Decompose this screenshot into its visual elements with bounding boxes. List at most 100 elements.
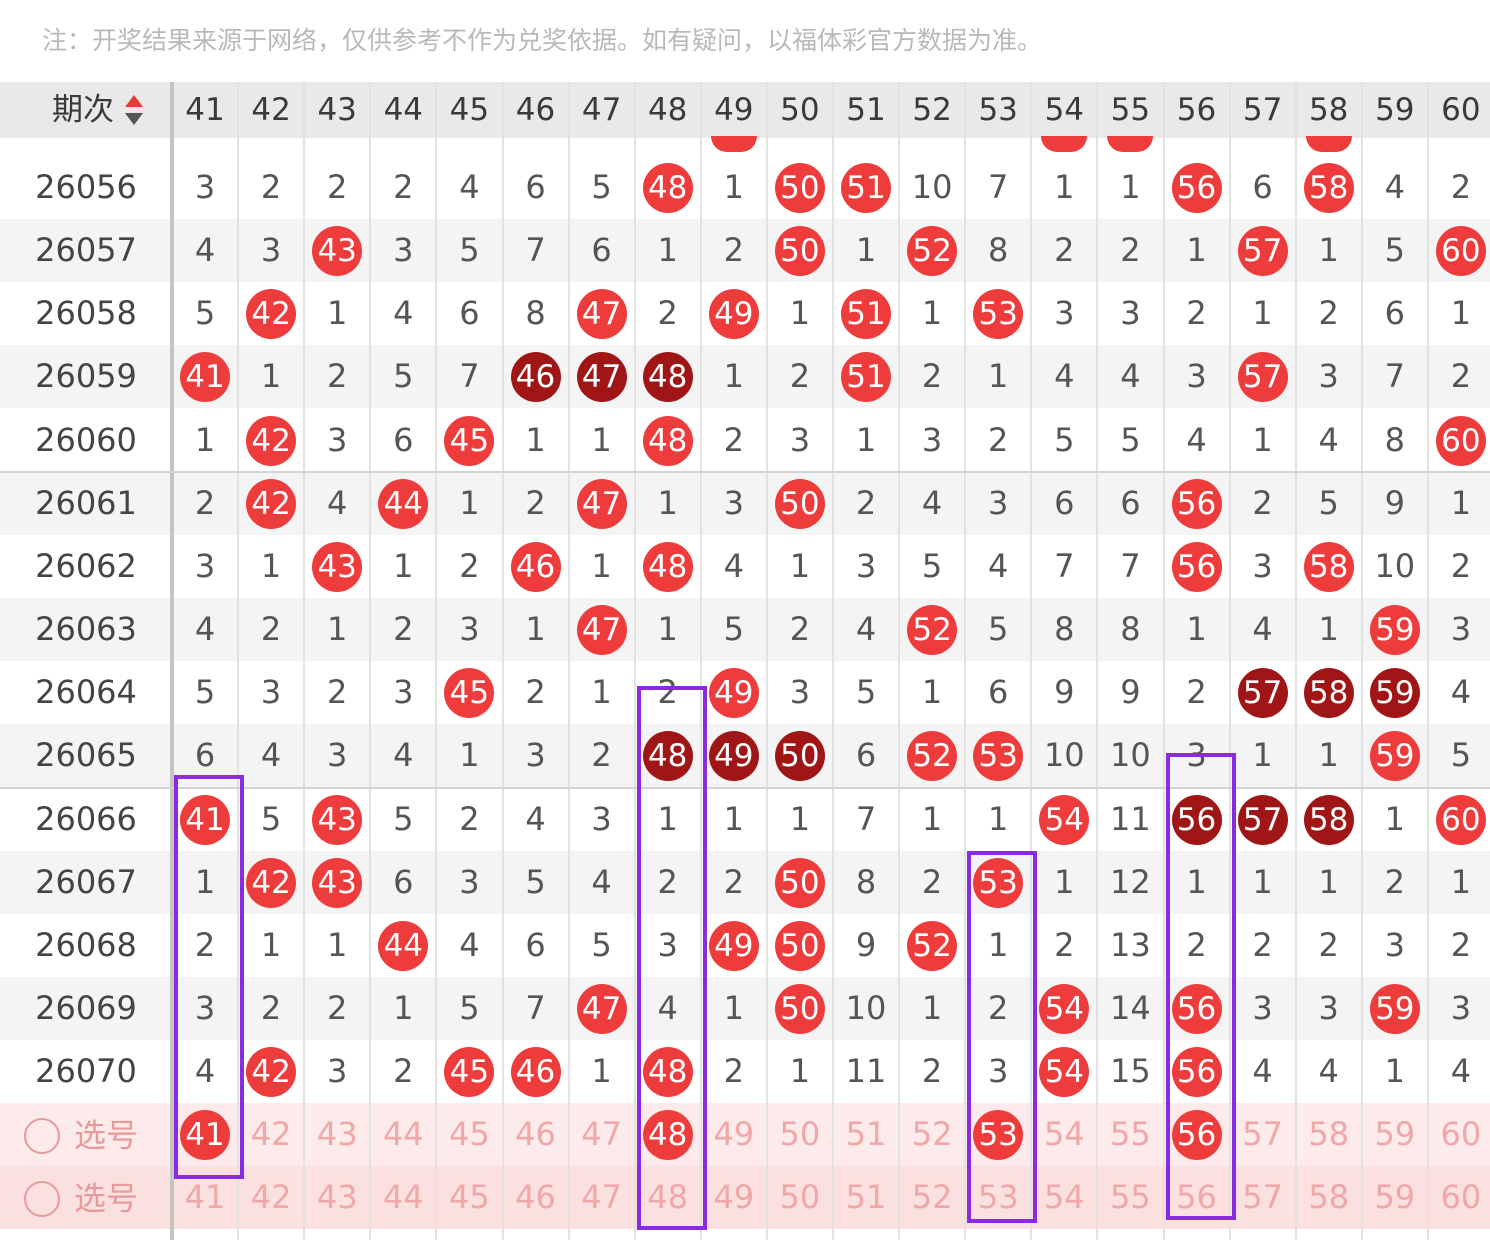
pick-number-cell[interactable]: 55: [1110, 1115, 1151, 1154]
drawn-number-ball: 43: [312, 226, 363, 277]
pick-number-cell[interactable]: 52: [911, 1178, 953, 1217]
omission-cell: 2: [988, 988, 1009, 1027]
pick-number-cell[interactable]: 60: [1440, 1178, 1482, 1217]
omission-cell: 5: [1054, 420, 1075, 459]
omission-cell: 5: [393, 799, 414, 838]
omission-cell: 51: [833, 282, 899, 345]
omission-cell: 1: [1384, 799, 1405, 838]
omission-cell: 2: [525, 483, 546, 522]
pick-number-cell[interactable]: 48: [635, 1103, 701, 1166]
pick-number-cell[interactable]: 44: [382, 1178, 424, 1217]
pick-number-cell[interactable]: 48: [647, 1178, 689, 1217]
pick-number-cell[interactable]: 42: [250, 1178, 292, 1217]
omission-cell: 52: [899, 724, 965, 787]
omission-cell: 50: [767, 472, 833, 535]
pick-number-cell[interactable]: 56: [1176, 1178, 1217, 1217]
omission-cell: 1: [1252, 294, 1273, 333]
partial-ball: [1305, 136, 1352, 152]
pick-number-cell[interactable]: 45: [449, 1115, 490, 1154]
omission-cell: 41: [172, 788, 238, 851]
omission-cell: 12: [1110, 862, 1151, 901]
pick-number-cell[interactable]: 56: [1164, 1103, 1230, 1166]
pick-number-cell[interactable]: 57: [1242, 1115, 1283, 1154]
omission-cell: 2: [1252, 483, 1273, 522]
pick-row[interactable]: 选号 41 42 43 44 45 46 47 48 49 50 51 52 53 54 55 56 57 58 59…: [0, 1166, 1490, 1230]
omission-cell: 1: [591, 546, 612, 585]
pick-number-cell[interactable]: 49: [713, 1178, 755, 1217]
column-header: 58: [1308, 92, 1349, 128]
table-row: 26066 41 5 43 5 2 4 3 1 1 1 7 1 1 54 11 56 57 58 1 60: [0, 788, 1490, 851]
column-header: 54: [1044, 92, 1085, 128]
pick-number-cell[interactable]: 43: [316, 1115, 358, 1154]
pick-number-cell[interactable]: 41: [184, 1178, 226, 1217]
lottery-trend-table[interactable]: 期次 41 42 43 44 45 46 47 48 49 50 51 52 53 54 55 56 57 58 5…: [0, 82, 1490, 1240]
pick-number-cell[interactable]: 41: [172, 1103, 238, 1166]
pick-number-cell[interactable]: 45: [449, 1178, 490, 1217]
pick-number-cell[interactable]: 44: [382, 1115, 424, 1154]
pick-number-cell[interactable]: 59: [1374, 1178, 1416, 1217]
pick-number-cell[interactable]: 57: [1242, 1178, 1283, 1217]
pick-number-cell[interactable]: 43: [316, 1178, 358, 1217]
pick-number-cell[interactable]: 47: [581, 1178, 622, 1217]
omission-cell: 1: [459, 483, 480, 522]
pick-row-label[interactable]: 选号: [0, 1103, 172, 1166]
column-header: 43: [317, 92, 357, 128]
pick-number-cell[interactable]: 46: [515, 1115, 556, 1154]
drawn-number-ball: 46: [510, 541, 561, 592]
radio-circle-icon[interactable]: [24, 1118, 60, 1155]
pick-number-cell[interactable]: 49: [713, 1115, 755, 1154]
omission-cell: 15: [1110, 1052, 1151, 1091]
pick-number-cell[interactable]: 42: [250, 1115, 292, 1154]
grid-line: [1096, 82, 1099, 1240]
drawn-number-ball[interactable]: 41: [180, 1110, 230, 1161]
drawn-number-ball[interactable]: 48: [642, 1110, 693, 1161]
omission-cell: 2: [723, 231, 744, 270]
pick-number-cell[interactable]: 54: [1043, 1115, 1085, 1154]
omission-cell: 50: [767, 219, 833, 282]
omission-cell: 2: [1186, 294, 1207, 333]
pick-number-cell[interactable]: 54: [1043, 1178, 1085, 1217]
pick-row[interactable]: 选号 41 42 43 44 45 46 47 48 49 50 51 52 53 54 55 56 57 58 59…: [0, 1103, 1490, 1167]
period-column-header[interactable]: 期次: [0, 82, 172, 138]
table-row: 26064 5 3 2 3 45 2 1 2 49 3 5 1 6 9 9 2 57 58 59 4: [0, 661, 1490, 724]
drawn-number-ball[interactable]: 56: [1171, 1110, 1222, 1161]
sort-icon[interactable]: [124, 93, 144, 127]
pick-number-cell[interactable]: 53: [965, 1103, 1031, 1166]
pick-number-cell[interactable]: 53: [977, 1178, 1019, 1217]
omission-cell: 4: [988, 546, 1009, 585]
pick-number-cell[interactable]: 60: [1440, 1115, 1482, 1154]
omission-cell: 4: [393, 736, 414, 775]
table-row: 26060 1 42 3 6 45 1 1 48 2 3 1 3 2 5 5 4 1 4 8 60: [0, 409, 1490, 472]
pick-number-cell[interactable]: 59: [1374, 1115, 1416, 1154]
drawn-number-ball: 59: [1369, 731, 1420, 782]
omission-cell: 1: [1252, 736, 1273, 775]
omission-cell: 57: [1230, 345, 1296, 408]
pick-number-cell[interactable]: 50: [779, 1115, 821, 1154]
pick-number-cell[interactable]: 52: [911, 1115, 953, 1154]
pick-number-cell[interactable]: 55: [1110, 1178, 1151, 1217]
omission-cell: 50: [767, 914, 833, 977]
drawn-number-ball[interactable]: 53: [973, 1110, 1024, 1161]
pick-number-cell[interactable]: 51: [845, 1115, 887, 1154]
grid-line: [1162, 82, 1165, 1240]
omission-cell: 6: [1054, 483, 1075, 522]
column-header: 44: [383, 92, 424, 128]
omission-cell: 3: [1186, 357, 1207, 396]
column-header: 56: [1176, 92, 1217, 128]
pick-number-cell[interactable]: 46: [515, 1178, 556, 1217]
pick-number-cell[interactable]: 51: [845, 1178, 887, 1217]
drawn-number-ball: 52: [907, 226, 958, 277]
pick-number-cell[interactable]: 47: [581, 1115, 622, 1154]
pick-number-cell[interactable]: 58: [1308, 1178, 1350, 1217]
omission-cell: 47: [569, 282, 635, 345]
pick-number-cell[interactable]: 50: [779, 1178, 821, 1217]
omission-cell: 4: [1450, 673, 1472, 712]
omission-cell: 6: [393, 420, 414, 459]
pick-number-cell[interactable]: 58: [1308, 1115, 1350, 1154]
radio-circle-icon[interactable]: [24, 1181, 60, 1218]
group-separator: [0, 470, 1490, 473]
omission-cell: 6: [194, 736, 216, 775]
period-label: 26067: [35, 862, 137, 901]
pick-row-label[interactable]: 选号: [0, 1166, 172, 1229]
omission-cell: 6: [525, 925, 546, 964]
